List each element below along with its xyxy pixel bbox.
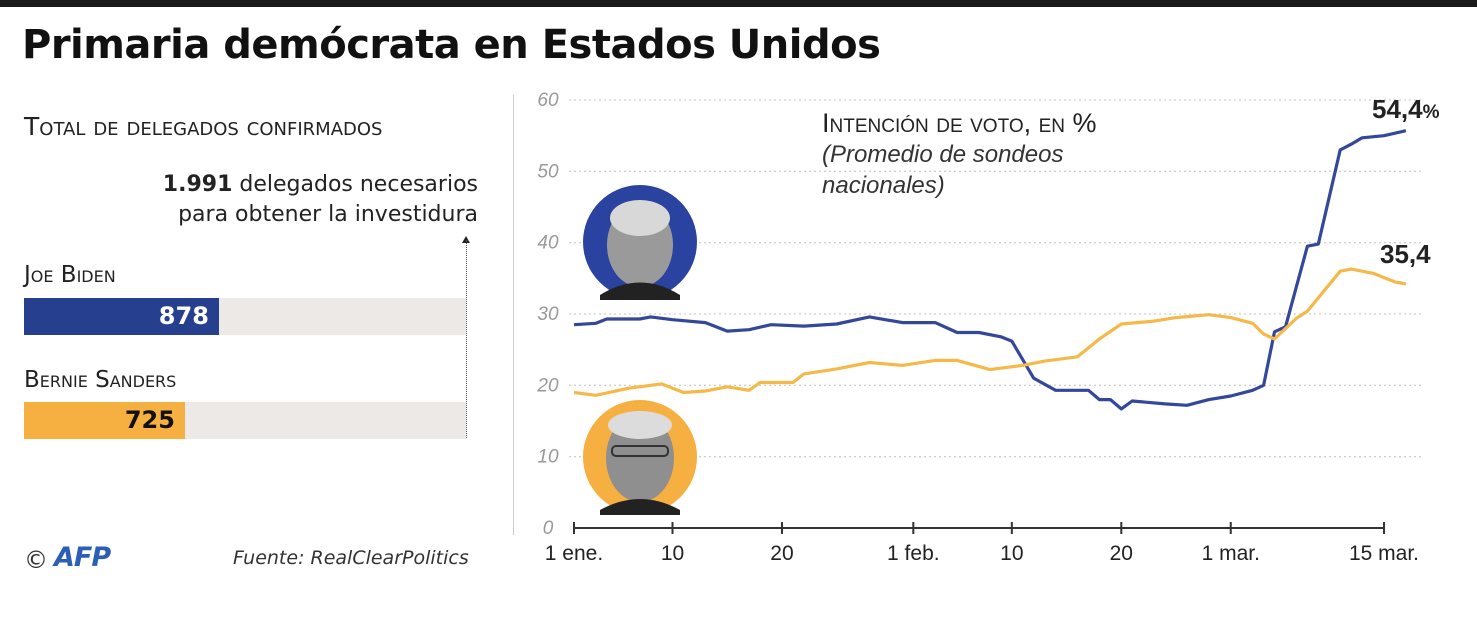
delegate-bar-sanders: 725 <box>24 402 185 439</box>
top-rule <box>0 0 1477 7</box>
delegate-bar-biden: 878 <box>24 298 219 335</box>
threshold-arrow-icon <box>462 236 470 243</box>
x-tick-label: 10 <box>661 542 684 565</box>
x-tick-label: 1 feb. <box>887 542 940 565</box>
x-tick-label: 1 mar. <box>1202 542 1260 565</box>
chart-title: Intención de voto, en % <box>822 108 1097 138</box>
panel-divider <box>513 95 514 535</box>
series-line-biden <box>573 129 1407 411</box>
y-tick-label: 30 <box>537 304 559 325</box>
candidate-name-sanders: Bernie Sanders <box>24 367 177 393</box>
chart-subtitle-1: (Promedio de sondeos <box>822 141 1063 168</box>
y-tick-label: 0 <box>543 518 554 539</box>
sanders-portrait <box>583 400 697 515</box>
needed-text-1: delegados necesarios <box>239 172 478 197</box>
chart-subtitle-2: nacionales) <box>822 172 945 199</box>
copyright-icon: © <box>24 546 48 574</box>
delegate-value-sanders: 725 <box>124 406 175 434</box>
end-label-biden: 54,4% <box>1372 94 1440 124</box>
end-label-sanders: 35,4 <box>1380 239 1431 269</box>
source-note: Fuente: RealClearPolitics <box>233 547 469 569</box>
delegate-value-biden: 878 <box>158 302 209 330</box>
x-tick-label: 20 <box>770 542 793 565</box>
delegates-heading: Total de delegados confirmados <box>24 112 383 141</box>
x-tick-label: 15 mar. <box>1349 542 1419 565</box>
y-tick-label: 60 <box>537 90 559 111</box>
afp-logo: AFP <box>54 542 111 573</box>
y-tick-label: 20 <box>536 375 559 396</box>
delegate-bar-track-sanders: 725 <box>24 402 466 439</box>
y-tick-label: 40 <box>537 233 559 254</box>
page-title: Primaria demócrata en Estados Unidos <box>22 22 881 68</box>
candidate-name-biden: Joe Biden <box>24 262 116 288</box>
y-tick-label: 50 <box>537 161 559 182</box>
threshold-line <box>466 240 467 438</box>
delegates-needed-note: 1.991 delegados necesarios para obtener … <box>60 170 478 230</box>
y-tick-label: 10 <box>537 447 559 468</box>
needed-number: 1.991 <box>162 172 233 197</box>
needed-text-2: para obtener la investidura <box>178 202 478 227</box>
x-tick-label: 20 <box>1110 542 1133 565</box>
x-tick-label: 1 ene. <box>545 542 603 565</box>
biden-portrait <box>583 185 697 300</box>
x-tick-label: 10 <box>1000 542 1023 565</box>
delegate-bar-track-biden: 878 <box>24 298 466 335</box>
series-line-sanders <box>573 267 1407 397</box>
